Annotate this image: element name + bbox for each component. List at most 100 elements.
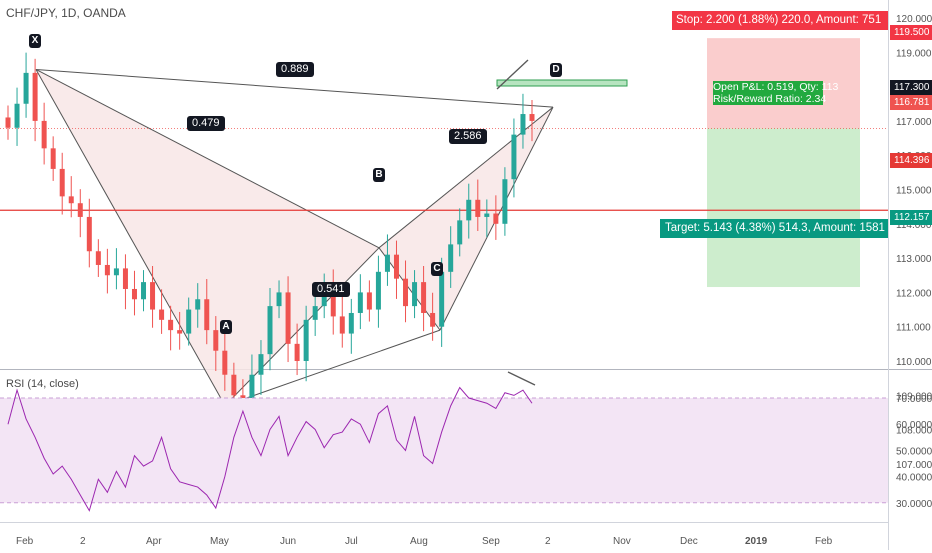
time-axis-label: Feb <box>815 536 833 547</box>
time-axis-label: 2 <box>545 536 551 547</box>
price-axis-tick: 109.000 <box>896 391 932 402</box>
price-axis-tick: 107.000 <box>896 460 932 471</box>
price-axis-tick: 115.000 <box>896 186 932 197</box>
candle-body <box>213 330 219 351</box>
entry-price-tag: 116.781 <box>890 95 932 110</box>
candle-body <box>339 316 345 334</box>
candle-body <box>502 179 508 224</box>
candle-body <box>393 254 399 279</box>
divergence-trendline-rsi <box>507 371 536 386</box>
candle-body <box>267 306 273 355</box>
candle-body <box>348 312 354 334</box>
ratio-label-ab[interactable]: 0.479 <box>187 116 225 131</box>
candle-body <box>294 343 300 361</box>
candle-body <box>375 271 381 310</box>
rsi-band-fill <box>0 398 888 503</box>
candle-body <box>222 350 228 375</box>
position-pnl-label[interactable]: Open P&L: 0.519, Qty: 113 Risk/Reward Ra… <box>713 81 839 105</box>
price-axis-tick: 120.000 <box>896 14 932 25</box>
candle-body <box>186 309 192 334</box>
candle-body <box>41 120 47 149</box>
candle-body <box>403 278 409 307</box>
candle-body <box>32 72 38 121</box>
rsi-line <box>7 386 533 512</box>
candle-body <box>23 72 29 104</box>
candle-body <box>113 268 119 276</box>
take-profit-label[interactable]: Target: 5.143 (4.38%) 514.3, Amount: 158… <box>660 219 888 238</box>
time-axis-label: Sep <box>482 536 500 547</box>
candle-body <box>529 114 535 121</box>
pattern-point-c[interactable]: C <box>431 262 443 276</box>
stop-loss-label[interactable]: Stop: 2.200 (1.88%) 220.0, Amount: 751 <box>672 11 888 30</box>
symbol-title[interactable]: CHF/JPY, 1D, OANDA <box>6 6 126 20</box>
rsi-axis-tick: 50.0000 <box>896 446 932 457</box>
time-axis-label: Feb <box>16 536 34 547</box>
candle-body <box>122 268 128 289</box>
time-axis-label: Aug <box>410 536 428 547</box>
candle-body <box>457 220 463 245</box>
candle-body <box>231 374 237 396</box>
time-axis-label: Nov <box>613 536 631 547</box>
candle-body <box>357 292 363 313</box>
price-axis-tick: 113.000 <box>896 254 932 265</box>
rsi-indicator-title[interactable]: RSI (14, close) <box>6 378 79 390</box>
price-axis-tick: 110.000 <box>896 357 932 368</box>
time-axis-label: May <box>210 536 229 547</box>
stop-price-tag: 119.500 <box>890 25 932 40</box>
candle-body <box>493 213 499 224</box>
candle-body <box>204 299 210 331</box>
rsi-axis-tick: 60.0000 <box>896 420 932 431</box>
rsi-axis-tick: 40.0000 <box>896 473 932 484</box>
candle-body <box>276 292 282 307</box>
ratio-label-cd[interactable]: 2.586 <box>449 129 487 144</box>
candle-body <box>475 199 481 217</box>
open-pnl-text: Open P&L: 0.519, Qty: 113 <box>713 81 839 93</box>
price-axis-tick: 108.000 <box>896 426 932 437</box>
time-axis-label: 2019 <box>745 536 768 547</box>
candle-body <box>384 254 390 272</box>
ratio-label-bc[interactable]: 0.541 <box>312 282 350 297</box>
candle-body <box>177 330 183 334</box>
price-axis-tick: 111.000 <box>896 323 931 334</box>
target-zone <box>707 128 860 288</box>
candle-body <box>466 199 472 221</box>
candle-body <box>366 292 372 310</box>
rsi-axis-tick: 70.0000 <box>896 394 932 405</box>
candle-body <box>104 264 110 276</box>
candle-body <box>330 285 336 317</box>
pattern-point-b[interactable]: B <box>373 168 385 182</box>
resistance-price-tag: 114.396 <box>890 153 932 168</box>
pattern-point-x[interactable]: X <box>29 34 41 48</box>
candle-body <box>258 354 264 375</box>
pattern-point-d[interactable]: D <box>550 63 562 77</box>
candle-body <box>430 312 436 327</box>
pattern-line-xb <box>35 69 380 249</box>
current-price-tag: 117.300 <box>890 80 932 95</box>
candle-body <box>249 374 255 403</box>
candle-body <box>141 282 147 300</box>
ratio-label-xd[interactable]: 0.889 <box>276 62 314 77</box>
candle-body <box>439 271 445 327</box>
time-axis-label: Jun <box>280 536 296 547</box>
candle-body <box>412 282 418 307</box>
price-axis-tick: 114.000 <box>896 220 932 231</box>
candle-body <box>50 148 56 169</box>
candle-body <box>159 309 165 320</box>
candle-body <box>68 196 74 204</box>
pattern-point-a[interactable]: A <box>220 320 232 334</box>
candle-body <box>312 306 318 320</box>
candle-body <box>421 282 427 313</box>
candle-body <box>95 251 101 265</box>
pattern-line-xd <box>35 68 554 108</box>
candle-body <box>303 319 309 361</box>
candle-body <box>150 282 156 310</box>
target-price-tag: 112.157 <box>890 210 932 225</box>
candle-body <box>285 292 291 344</box>
candle-body <box>484 213 490 217</box>
price-axis-tick: 112.000 <box>896 288 932 299</box>
price-axis-tick: 119.000 <box>896 48 932 59</box>
candle-body <box>168 319 174 331</box>
candle-body <box>195 299 201 310</box>
